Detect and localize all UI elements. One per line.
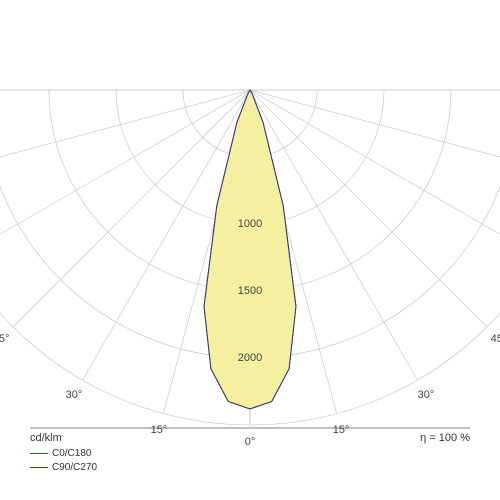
- tick-label: 2000: [238, 352, 262, 364]
- tick-label: 0°: [245, 436, 256, 448]
- tick-label: 45°: [0, 333, 9, 345]
- polar-chart: cd/klm η = 100 % C0/C180 C90/C270 90°75°…: [0, 0, 500, 500]
- axis-label-left: cd/klm: [30, 432, 62, 444]
- legend-label-c0: C0/C180: [52, 448, 91, 459]
- legend-swatch-c90: [30, 467, 48, 468]
- axis-label-right: η = 100 %: [420, 432, 470, 444]
- tick-label: 45°: [491, 333, 500, 345]
- tick-label: 1000: [238, 218, 262, 230]
- tick-label: 15°: [151, 424, 168, 436]
- legend-label-c90: C90/C270: [52, 462, 97, 473]
- tick-label: 30°: [66, 389, 83, 401]
- legend: C0/C180 C90/C270: [30, 446, 97, 474]
- tick-label: 15°: [333, 424, 350, 436]
- legend-item-c90: C90/C270: [30, 460, 97, 474]
- chart-svg: [0, 0, 500, 500]
- legend-swatch-c0: [30, 453, 48, 454]
- legend-item-c0: C0/C180: [30, 446, 97, 460]
- tick-label: 1500: [238, 285, 262, 297]
- tick-label: 30°: [418, 389, 435, 401]
